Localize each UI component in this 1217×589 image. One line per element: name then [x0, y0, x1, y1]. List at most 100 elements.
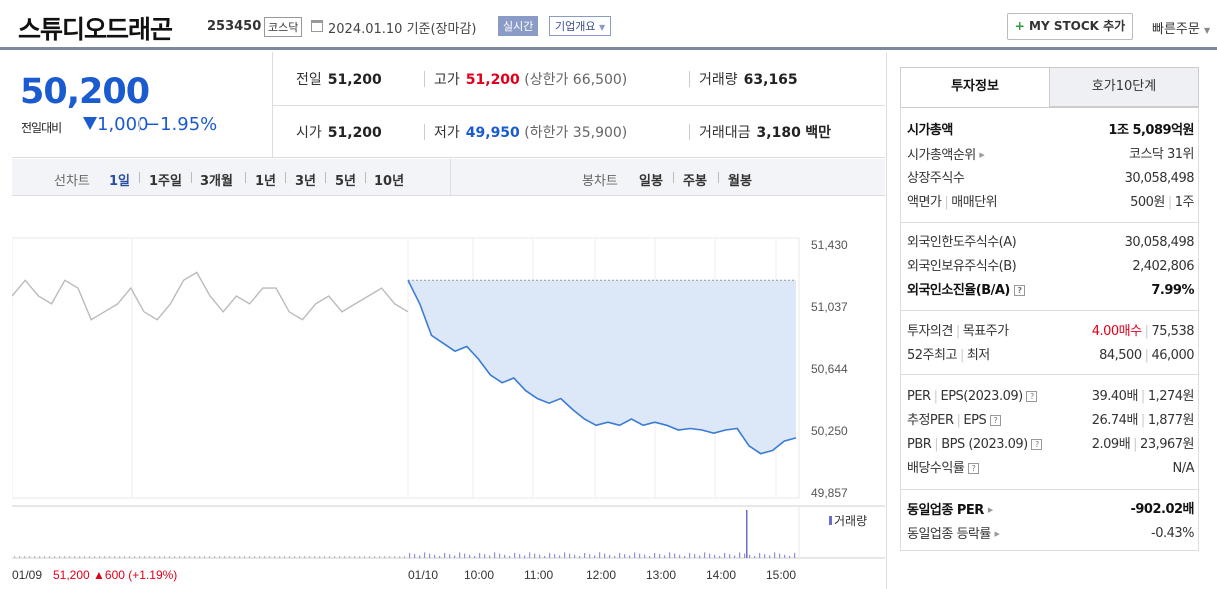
- foreign-limit-value: 30,058,498: [1124, 235, 1195, 250]
- line-chart-label: 선차트: [54, 174, 90, 189]
- plus-icon: +: [1014, 19, 1025, 33]
- volume-bar: [304, 556, 306, 558]
- candle-daily[interactable]: 일봉: [639, 174, 663, 189]
- stock-header: 스튜디오드래곤 253450 코스닥 2024.01.10 기준(장마감) 실시…: [0, 0, 1217, 50]
- period-3y[interactable]: 3년: [295, 174, 317, 189]
- week52-high-value: 84,500: [1099, 348, 1142, 363]
- volume-bar: [779, 553, 781, 558]
- high-label: 고가: [434, 72, 460, 88]
- volume-bar: [589, 554, 591, 558]
- volume-bar: [129, 556, 131, 558]
- volume-bar: [699, 555, 701, 558]
- market-cap-label: 시가총액: [907, 123, 953, 138]
- unit-value: 1주: [1174, 195, 1195, 210]
- est-per-row: 추정PER | EPS ? 26.74배 | 1,877원: [907, 413, 1195, 428]
- tab-invest-info[interactable]: 투자정보: [900, 67, 1050, 107]
- volume-bar: [234, 556, 236, 558]
- pbr-value: 2.09배: [1091, 437, 1131, 452]
- volume-bar: [229, 556, 231, 558]
- tab-orderbook[interactable]: 호가10단계: [1049, 67, 1199, 107]
- opinion-row: 투자의견 | 목표주가 4.00매수 | 75,538: [907, 324, 1194, 339]
- company-info-button[interactable]: 기업개요 ▼: [549, 16, 612, 36]
- volume-bar: [324, 556, 326, 558]
- prev-close-value: 51,200: [327, 72, 382, 88]
- divider: [139, 172, 140, 183]
- volume-bar: [94, 556, 96, 558]
- invest-info-panel: 투자정보 호가10단계 시가총액 1조 5,089억원 시가총액순위 ▶ 코스닥 3…: [886, 52, 1217, 589]
- volume-bar: [404, 556, 406, 558]
- volume-bar: [569, 553, 571, 558]
- candle-monthly[interactable]: 월봉: [728, 174, 752, 189]
- market-badge: 코스닥: [264, 17, 303, 37]
- period-1y[interactable]: 1년: [255, 174, 277, 189]
- price-chart: 51,430 51,037 50,644 50,250 49,857 거래량 01/09 01…: [11, 196, 889, 589]
- market-cap-row: 시가총액 1조 5,089억원: [907, 120, 1194, 142]
- volume-bar: [529, 552, 531, 558]
- period-1w[interactable]: 1주일: [149, 174, 182, 189]
- help-icon[interactable]: ?: [1031, 439, 1043, 450]
- open-value: 51,200: [327, 125, 382, 141]
- par-row: 액면가 | 매매단위 500원 | 1주: [907, 195, 1195, 210]
- candle-weekly[interactable]: 주봉: [683, 174, 707, 189]
- period-1d[interactable]: 1일: [109, 174, 131, 189]
- volume-bar: [209, 556, 211, 558]
- price-summary: 50,200 전일대비 1,000 −1.95% 전일 51,200 고가 51,2…: [12, 52, 885, 158]
- est-eps-value: 1,877원: [1147, 413, 1195, 428]
- industry-change-row[interactable]: 동일업종 등락률 ▶ -0.43%: [907, 523, 1195, 545]
- company-info-label: 기업개요: [555, 20, 596, 33]
- open-price: 시가 51,200: [296, 122, 382, 142]
- volume-value: 63,165: [743, 72, 798, 88]
- quick-order-button[interactable]: 빠른주문 ▼: [1152, 18, 1210, 37]
- x-tick-label: 01/10: [408, 568, 438, 582]
- period-5y[interactable]: 5년: [335, 174, 357, 189]
- volume-bar: [284, 556, 286, 558]
- realtime-button[interactable]: 실시간: [498, 16, 539, 36]
- opinion-value: 4.00매수: [1091, 324, 1142, 339]
- price-change-value: 1,000: [97, 114, 149, 135]
- volume-bar: [89, 556, 91, 558]
- volume-legend-swatch: [829, 516, 832, 525]
- y-tick-label: 50,250: [811, 424, 848, 438]
- volume-bar: [219, 556, 221, 558]
- volume-bar: [344, 556, 346, 558]
- industry-per-row[interactable]: 동일업종 PER ▶ -902.02배: [907, 499, 1194, 521]
- volume-bar: [244, 556, 246, 558]
- divider: [450, 159, 451, 196]
- volume-bar: [174, 556, 176, 558]
- volume-bar: [659, 554, 661, 558]
- volume-bar: [389, 556, 391, 558]
- volume-bar: [679, 554, 681, 558]
- dropdown-icon: ▼: [598, 23, 606, 32]
- help-icon[interactable]: ?: [967, 463, 979, 474]
- invest-info-box: 시가총액 1조 5,089억원 시가총액순위 ▶ 코스닥 31위 상장주식수 30,0…: [900, 107, 1199, 551]
- chart-period-bar: 선차트 1일 1주일 3개월 1년 3년 5년 10년 봉차트 일봉 주봉 월봉: [12, 159, 885, 196]
- my-stock-add-button[interactable]: + MY STOCK 추가: [1007, 13, 1133, 40]
- help-icon[interactable]: ?: [1013, 285, 1025, 296]
- quick-order-label: 빠른주문: [1152, 22, 1200, 37]
- volume-bar: [484, 554, 486, 558]
- volume-bar: [489, 555, 491, 558]
- divider: [245, 172, 246, 183]
- help-icon[interactable]: ?: [989, 415, 1001, 426]
- market-cap-rank-label: 시가총액순위: [907, 148, 976, 163]
- area-fill: [408, 280, 796, 454]
- per-row: PER | EPS(2023.09) ? 39.40배 | 1,274원: [907, 389, 1195, 404]
- volume-bar: [34, 556, 36, 558]
- volume-bar: [746, 510, 748, 558]
- volume-bar: [509, 556, 511, 558]
- unit-label: 매매단위: [951, 195, 998, 210]
- volume-bar: [139, 556, 141, 558]
- period-10y[interactable]: 10년: [374, 174, 405, 189]
- period-3m[interactable]: 3개월: [200, 174, 233, 189]
- volume-bar: [684, 556, 686, 558]
- volume-bar: [554, 554, 556, 558]
- help-icon[interactable]: ?: [1026, 391, 1038, 402]
- volume-bar: [769, 555, 771, 558]
- industry-per-value: -902.02배: [1130, 502, 1194, 517]
- volume-bar: [334, 556, 336, 558]
- market-cap-rank-row[interactable]: 시가총액순위 ▶ 코스닥 31위: [907, 144, 1195, 166]
- volume-bar: [409, 553, 411, 558]
- arrow-right-icon: ▶: [979, 151, 985, 159]
- volume-bar: [639, 553, 641, 558]
- volume-bar: [464, 553, 466, 558]
